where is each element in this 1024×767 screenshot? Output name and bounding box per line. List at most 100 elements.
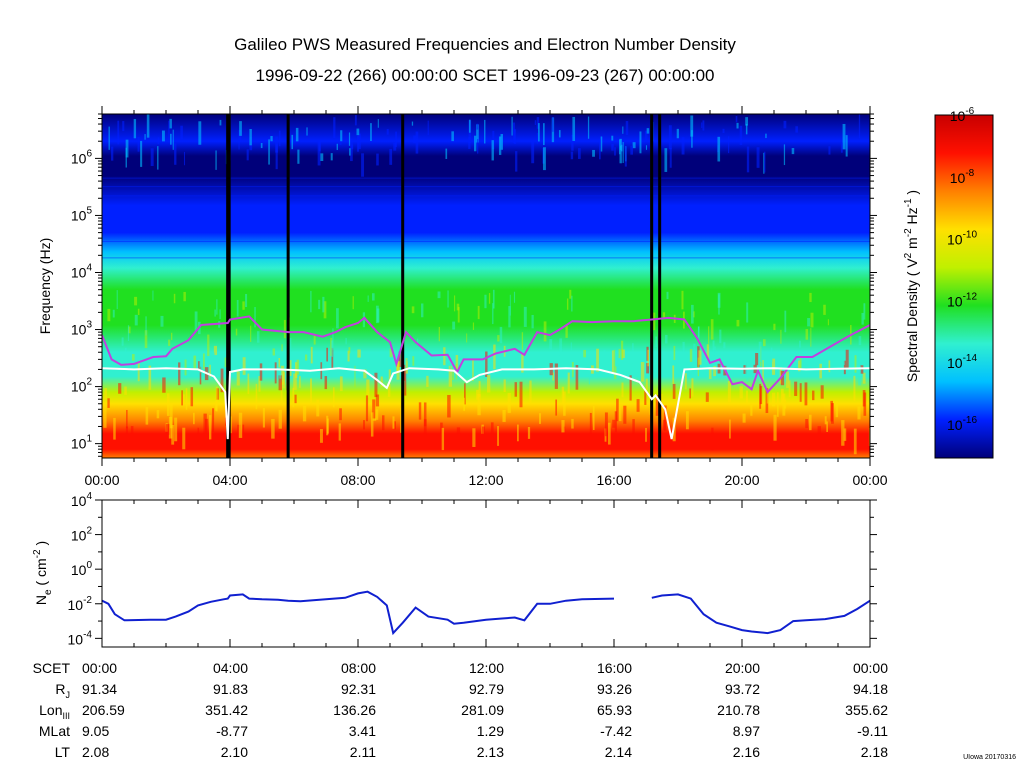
spectrogram-streak xyxy=(763,152,765,174)
ephemeris-value: 2.11 xyxy=(350,744,376,760)
spectrogram-streak xyxy=(247,373,250,395)
spectrogram-streak xyxy=(756,147,760,168)
spectrogram-streak xyxy=(125,147,127,168)
spectrogram-streak xyxy=(842,123,846,150)
spectrogram-streak xyxy=(589,412,592,438)
spectrogram-streak xyxy=(736,319,740,327)
spectrogram-streak xyxy=(412,356,415,366)
spectrogram-streak xyxy=(278,409,282,429)
spectrogram-streak xyxy=(632,343,634,364)
spectrogram-streak xyxy=(805,419,809,429)
spectrogram-streak xyxy=(456,427,461,449)
spectrogram-streak xyxy=(624,146,627,167)
spectrogram-streak xyxy=(858,336,862,346)
spectrogram-streak xyxy=(180,125,183,140)
spectrogram-streak xyxy=(706,344,710,361)
spectrogram-streak xyxy=(629,375,632,401)
spectrogram-streak xyxy=(166,393,170,416)
spectrogram-streak xyxy=(527,427,531,439)
spectrogram-streak xyxy=(376,153,379,166)
spectrogram-streak xyxy=(416,338,419,346)
spectrogram-streak xyxy=(783,144,786,166)
spectrogram-streak xyxy=(812,390,815,401)
spectrogram-streak xyxy=(750,405,753,416)
spectrogram-streak xyxy=(861,312,864,325)
spectrogram-streak xyxy=(380,376,383,388)
spectrogram-streak xyxy=(666,291,669,300)
spectrogram-streak xyxy=(853,428,857,455)
spectrogram-streak xyxy=(472,359,474,382)
spectrogram-streak xyxy=(367,295,369,302)
spectrogram-streak xyxy=(611,135,614,141)
spectrogram-streak xyxy=(146,114,150,138)
spectrogram-streak xyxy=(250,325,252,342)
spectrogram-streak xyxy=(672,383,676,399)
spectrogram-streak xyxy=(381,415,385,431)
spectrogram-streak xyxy=(820,385,824,399)
spectrogram-streak xyxy=(805,329,809,340)
ephemeris-value: 206.59 xyxy=(82,702,125,718)
spectrogram-streak xyxy=(302,405,307,422)
spectrogram-streak xyxy=(182,394,185,403)
spectrogram-streak xyxy=(270,135,273,142)
colorbar-tick-label: 10-6 xyxy=(950,106,975,124)
spectrogram-streak xyxy=(145,407,149,425)
spectrogram-streak xyxy=(663,405,667,431)
spectrogram-streak xyxy=(693,311,695,318)
spectrogram-streak xyxy=(386,129,389,135)
spectrogram-streak xyxy=(698,350,702,365)
spectrogram-streak xyxy=(340,130,343,142)
spectrogram-streak xyxy=(463,397,466,411)
spectrogram-streak xyxy=(160,315,164,327)
ephemeris-value: 92.79 xyxy=(469,681,504,697)
spectrogram-streak xyxy=(117,120,120,145)
spectrogram-streak xyxy=(207,334,210,357)
spectrogram-streak xyxy=(782,393,786,416)
spectrogram-streak xyxy=(389,348,393,358)
spectrogram-streak xyxy=(664,148,668,172)
spectrogram-streak xyxy=(552,372,555,381)
spectrogram-streak xyxy=(185,388,188,410)
ephemeris-value: 93.72 xyxy=(725,681,760,697)
spectrogram-streak xyxy=(607,422,611,445)
spectrogram-streak xyxy=(531,314,534,329)
spectrogram-streak xyxy=(347,350,350,362)
spectrogram-streak xyxy=(259,363,263,381)
spectrogram-streak xyxy=(636,399,640,412)
spectrogram-streak xyxy=(592,406,595,431)
spectrogram-streak xyxy=(258,375,261,392)
spectrogram-streak xyxy=(122,121,125,132)
ephemeris-value: 08:00 xyxy=(341,660,376,676)
spectrogram-streak xyxy=(516,424,519,442)
spectrogram-streak xyxy=(339,376,343,392)
spectrogram-streak xyxy=(255,383,258,410)
spectrogram-streak xyxy=(398,351,402,367)
spectrogram-streak xyxy=(599,139,601,160)
spectrogram-streak xyxy=(198,361,201,370)
spectrogram-streak xyxy=(193,412,195,425)
spectrogram-streak xyxy=(224,357,227,368)
ephemeris-value: 91.83 xyxy=(213,681,248,697)
spectrogram-streak xyxy=(278,357,281,368)
colorbar-tick-label: 10-8 xyxy=(950,168,975,186)
spectrogram-streak xyxy=(682,341,685,355)
spectrogram-streak xyxy=(571,418,574,429)
spectrogram-streak xyxy=(144,134,146,140)
spectrogram-streak xyxy=(500,134,503,150)
spectrogram-streak xyxy=(857,406,861,420)
spectrogram-streak xyxy=(173,293,176,304)
spectrogram-streak xyxy=(275,143,278,170)
spectrogram-streak xyxy=(719,329,722,344)
spectrogram-streak xyxy=(746,302,749,323)
spectrogram-streak xyxy=(413,135,416,144)
spectrogram-streak xyxy=(705,392,709,402)
spectrogram-streak xyxy=(268,139,270,165)
spectrogram-streak xyxy=(804,382,808,406)
spectrogram-streak xyxy=(710,319,714,340)
spectrogram-streak xyxy=(523,306,527,327)
spectrogram-streak xyxy=(182,427,186,450)
spectrogram-streak xyxy=(128,326,131,334)
ephemeris-value: -7.42 xyxy=(600,723,632,739)
ephemeris-value: -8.77 xyxy=(216,723,248,739)
spectrogram-streak xyxy=(762,360,764,386)
